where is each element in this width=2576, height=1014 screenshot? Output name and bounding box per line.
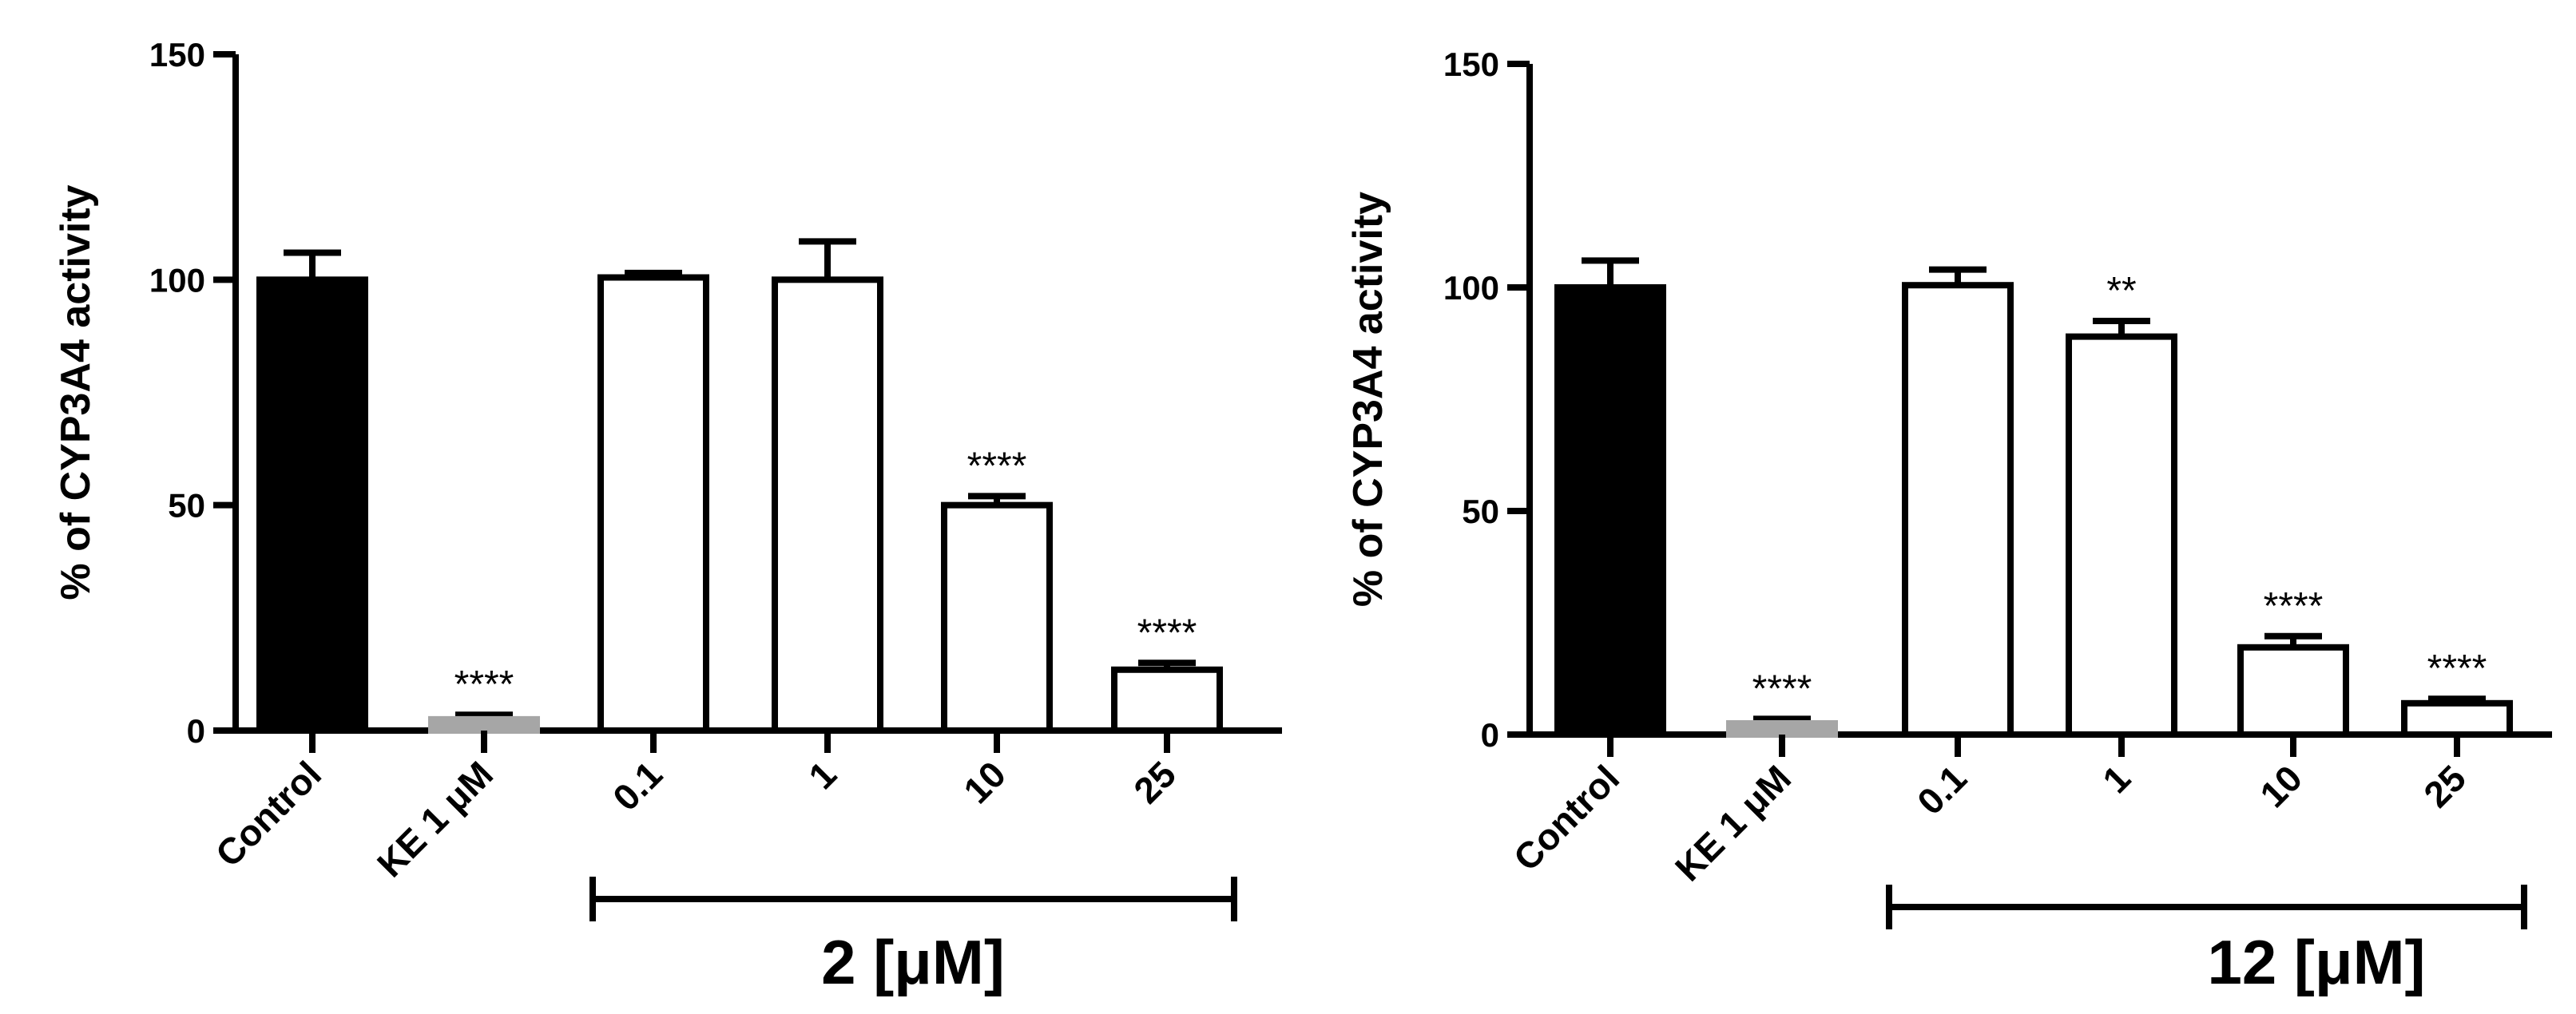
y-tick-label: 50: [1462, 493, 1499, 530]
bar: [597, 274, 709, 734]
y-tick-label: 100: [1443, 269, 1499, 307]
bar: [772, 276, 883, 735]
bar: [1902, 282, 2014, 738]
bar: [256, 276, 368, 735]
x-tick-label: 10: [2252, 757, 2310, 815]
x-tick-label: 25: [1125, 753, 1184, 811]
chart-panel-1: 0 50 100 150 % of CYP3A4 activity Control ****…: [53, 36, 1282, 997]
significance-label: ****: [454, 663, 514, 706]
significance-label: **: [2106, 270, 2136, 312]
group-label: 12 [μM]: [2207, 927, 2425, 997]
y-tick-label: 150: [1443, 46, 1499, 83]
bar: [1111, 666, 1223, 735]
bar: [2237, 644, 2349, 738]
y-tick-label: 0: [187, 712, 205, 750]
y-axis-title: % of CYP3A4 activity: [1345, 192, 1391, 607]
x-tick-label: 10: [955, 753, 1014, 811]
y-tick-label: 50: [168, 487, 205, 525]
bar: [1726, 720, 1838, 738]
x-tick-label: Control: [208, 753, 329, 874]
significance-label: ****: [2264, 585, 2324, 628]
y-axis-title: % of CYP3A4 activity: [53, 184, 99, 600]
y-tick-label: 100: [149, 261, 205, 299]
x-tick-label: 1: [2094, 757, 2138, 801]
x-tick-label: KE 1 μM: [1667, 757, 1799, 889]
x-tick-label: KE 1 μM: [369, 753, 501, 885]
x-tick-label: 1: [800, 753, 844, 797]
bar: [2066, 333, 2177, 738]
x-tick-label: 0.1: [1909, 757, 1975, 822]
bar: [428, 715, 540, 735]
x-tick-label: 25: [2415, 757, 2474, 815]
bar: [941, 501, 1053, 735]
bar: [1554, 284, 1666, 738]
significance-label: ****: [1752, 667, 1812, 710]
x-tick-label: Control: [1506, 757, 1627, 878]
significance-label: ****: [1137, 612, 1197, 654]
bar: [2401, 699, 2513, 738]
y-tick-label: 0: [1481, 716, 1499, 754]
x-tick-label: 0.1: [605, 753, 670, 818]
group-label: 2 [μM]: [821, 927, 1005, 997]
significance-label: ****: [967, 445, 1027, 487]
y-tick-label: 150: [149, 36, 205, 73]
significance-label: ****: [2427, 648, 2487, 690]
